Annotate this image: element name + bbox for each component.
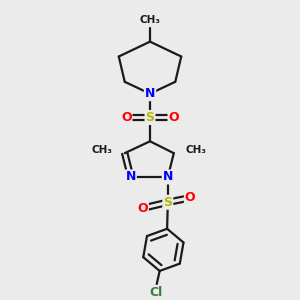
Text: O: O	[137, 202, 148, 215]
Text: S: S	[163, 196, 172, 209]
Text: N: N	[163, 170, 173, 184]
Text: CH₃: CH₃	[140, 15, 160, 25]
Text: O: O	[169, 111, 179, 124]
Text: S: S	[146, 111, 154, 124]
Text: O: O	[185, 191, 196, 204]
Text: CH₃: CH₃	[92, 145, 113, 155]
Text: Cl: Cl	[149, 286, 163, 299]
Text: O: O	[121, 111, 131, 124]
Text: CH₃: CH₃	[186, 145, 207, 155]
Text: N: N	[125, 170, 136, 184]
Text: N: N	[145, 87, 155, 100]
